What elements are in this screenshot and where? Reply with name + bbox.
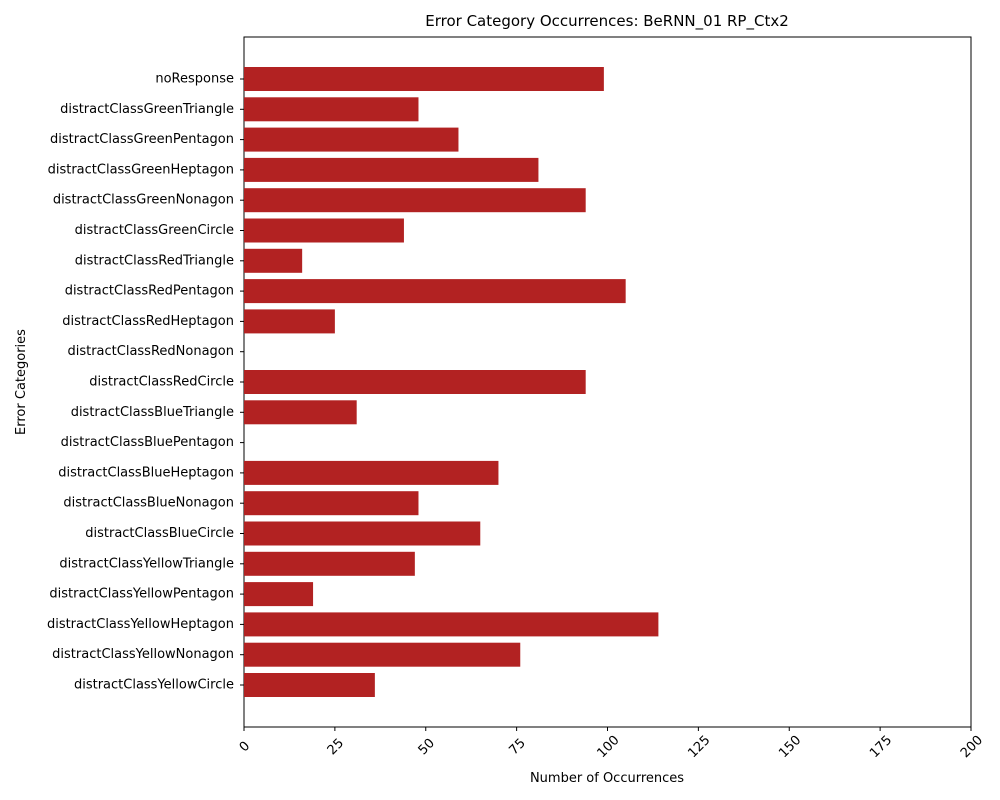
x-tick-label: 100 (594, 733, 622, 761)
bar-distractClassRedCircle (244, 370, 586, 394)
category-label: distractClassBlueCircle (85, 526, 234, 541)
bars-layer (244, 67, 659, 697)
bar-distractClassBlueNonagon (244, 491, 419, 516)
category-label: distractClassBlueTriangle (71, 405, 234, 420)
x-tick-label: 50 (416, 736, 438, 758)
category-label: distractClassRedTriangle (75, 253, 234, 268)
category-label: distractClassGreenPentagon (50, 132, 234, 147)
category-label: distractClassYellowCircle (74, 678, 234, 693)
bar-distractClassGreenPentagon (244, 127, 459, 152)
bar-distractClassYellowHeptagon (244, 612, 659, 637)
category-label: distractClassYellowHeptagon (47, 617, 234, 632)
y-axis-label: Error Categories (14, 329, 29, 435)
category-label: distractClassGreenTriangle (60, 102, 234, 117)
bar-distractClassYellowTriangle (244, 551, 415, 576)
bar-distractClassYellowCircle (244, 673, 375, 697)
x-tick-label: 25 (325, 736, 347, 758)
bar-distractClassGreenHeptagon (244, 157, 539, 182)
x-axis-label: Number of Occurrences (530, 771, 684, 786)
bar-distractClassBlueCircle (244, 521, 481, 546)
category-label: distractClassYellowPentagon (49, 587, 234, 602)
category-label: distractClassGreenNonagon (53, 193, 234, 208)
x-tick-label: 175 (867, 733, 895, 761)
chart-title: Error Category Occurrences: BeRNN_01 RP_… (425, 12, 789, 31)
category-label: distractClassRedCircle (89, 375, 234, 390)
bar-distractClassGreenCircle (244, 218, 404, 243)
category-label: distractClassYellowNonagon (52, 647, 234, 662)
category-label: distractClassRedNonagon (67, 344, 234, 359)
category-label: distractClassBlueHeptagon (58, 465, 234, 480)
bar-distractClassGreenNonagon (244, 188, 586, 213)
bar-distractClassBlueTriangle (244, 400, 357, 425)
category-label: distractClassBluePentagon (61, 435, 234, 450)
bar-distractClassRedTriangle (244, 248, 303, 273)
category-label: distractClassRedPentagon (65, 284, 234, 299)
bar-distractClassBlueHeptagon (244, 460, 499, 485)
x-tick-label: 150 (776, 733, 804, 761)
bar-distractClassGreenTriangle (244, 97, 419, 122)
x-tick-label: 0 (237, 739, 253, 755)
category-labels: noResponse distractClassGreenTriangle dist… (47, 72, 244, 693)
x-axis-ticks: 0 25 50 75 100 125 150 175 200 (237, 727, 986, 761)
bar-noResponse (244, 67, 604, 91)
x-tick-label: 75 (506, 736, 528, 758)
category-label: distractClassGreenHeptagon (48, 162, 234, 177)
category-label: distractClassYellowTriangle (59, 556, 234, 571)
bar-distractClassRedPentagon (244, 279, 626, 304)
category-label: distractClassRedHeptagon (62, 314, 234, 329)
x-tick-label: 200 (958, 733, 986, 761)
category-label: distractClassGreenCircle (75, 223, 234, 238)
bar-distractClassRedHeptagon (244, 309, 335, 334)
category-label: distractClassBlueNonagon (63, 496, 234, 511)
x-tick-label: 125 (685, 733, 713, 761)
bar-distractClassYellowNonagon (244, 642, 521, 667)
category-label: noResponse (155, 72, 234, 87)
bar-distractClassYellowPentagon (244, 582, 314, 607)
